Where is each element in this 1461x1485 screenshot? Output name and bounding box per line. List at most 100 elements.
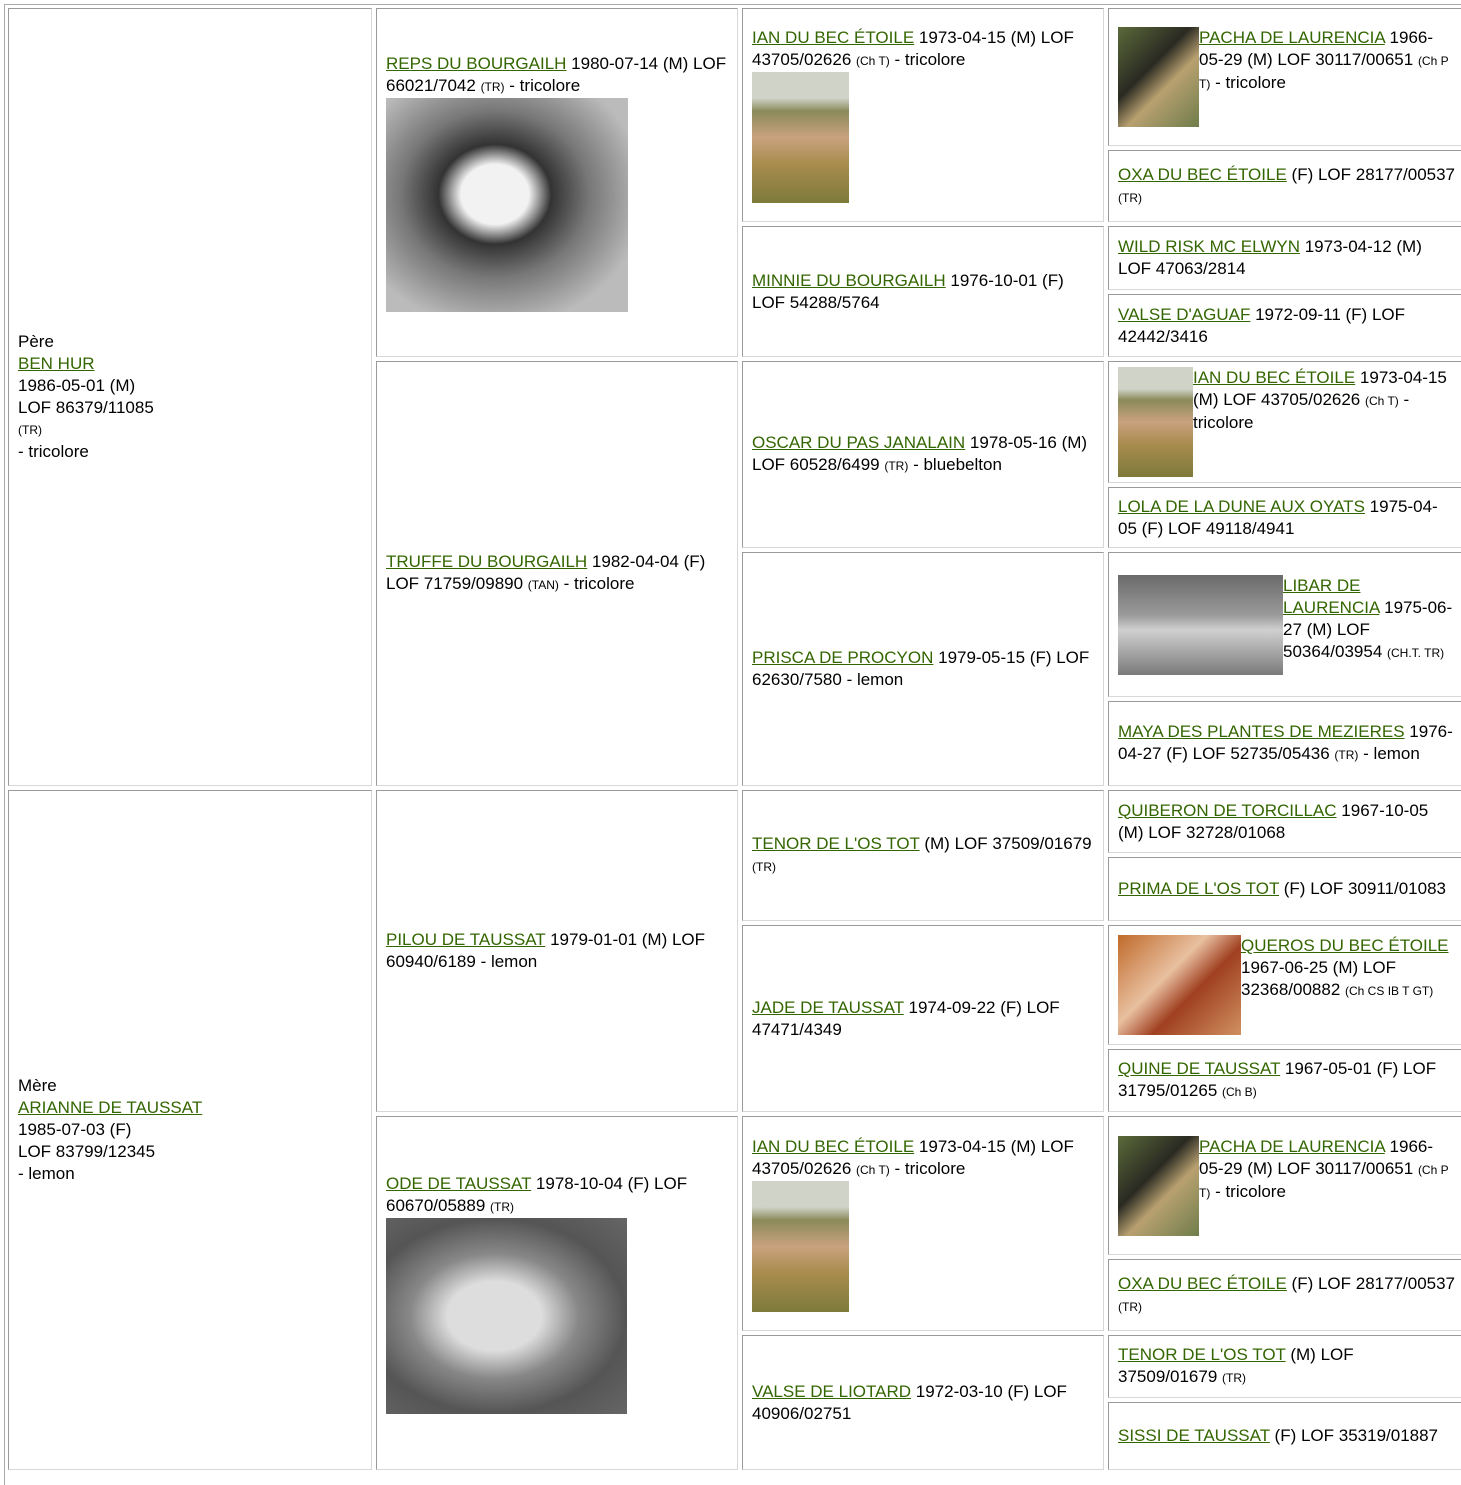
dog-name-link[interactable]: LIBAR DE LAURENCIA: [1283, 575, 1380, 617]
dog-info: 1973-04-15 (M) LOF 43705/02626: [1193, 368, 1447, 409]
titles: (TR): [490, 1199, 515, 1214]
dog-name-link[interactable]: MAYA DES PLANTES DE MEZIERES: [1118, 722, 1405, 741]
coat: - lemon: [1363, 744, 1420, 763]
dog-info: 1979-05-15 (F) LOF 62630/7580: [752, 648, 1090, 689]
dog-name-link[interactable]: IAN DU BEC ÉTOILE: [752, 28, 915, 47]
dog-info: 1976-10-01 (F) LOF 54288/5764: [752, 270, 1064, 312]
dog-photo: [1118, 935, 1241, 1035]
cell-content: PRIMA DE L'OS TOT (F) LOF 30911/01083: [1118, 878, 1456, 900]
pedigree-cell: OXA DU BEC ÉTOILE (F) LOF 28177/00537 (T…: [1108, 150, 1461, 222]
coat: - tricolore: [18, 442, 89, 461]
dog-name-link[interactable]: OXA DU BEC ÉTOILE: [1118, 1273, 1287, 1293]
pedigree-cell: PRIMA DE L'OS TOT (F) LOF 30911/01083: [1108, 857, 1461, 921]
dog-info: (M) LOF 37509/01679: [1118, 1345, 1354, 1386]
pedigree-cell: OSCAR DU PAS JANALAIN 1978-05-16 (M) LOF…: [742, 361, 1104, 548]
dog-photo: [1118, 1135, 1199, 1236]
pedigree-cell: MAYA DES PLANTES DE MEZIERES 1976-04-27 …: [1108, 701, 1461, 786]
dog-name-link[interactable]: WILD RISK MC ELWYN: [1118, 237, 1300, 256]
dog-photo: [752, 72, 849, 203]
dog-name-link[interactable]: QUINE DE TAUSSAT: [1118, 1059, 1281, 1078]
dog-name-link[interactable]: PILOU DE TAUSSAT: [386, 930, 546, 949]
dog-photo: [1118, 27, 1199, 127]
dog-name-link[interactable]: JADE DE TAUSSAT: [752, 997, 904, 1017]
titles: (TR): [1334, 748, 1359, 762]
dog-info: 1973-04-15 (M) LOF 43705/02626: [752, 28, 1074, 69]
titles: (Ch P T): [1199, 1162, 1449, 1200]
pedigree-cell: WILD RISK MC ELWYN 1973-04-12 (M) LOF 47…: [1108, 226, 1461, 290]
coat: - tricolore: [1193, 390, 1410, 432]
titles: (TAN): [527, 578, 559, 592]
pedigree-cell: ODE DE TAUSSAT 1978-10-04 (F) LOF 60670/…: [376, 1116, 738, 1470]
dog-info: 1974-09-22 (F) LOF 47471/4349: [752, 997, 1060, 1039]
parent-label: Père: [18, 332, 54, 351]
dog-name-link[interactable]: TENOR DE L'OS TOT: [752, 834, 920, 853]
dog-name-link[interactable]: VALSE D'AGUAF: [1118, 304, 1251, 324]
dog-name-link[interactable]: LOLA DE LA DUNE AUX OYATS: [1118, 496, 1365, 516]
dog-name-link[interactable]: QUIBERON DE TORCILLAC: [1118, 800, 1337, 820]
pedigree-cell: PACHA DE LAURENCIA 1966-05-29 (M) LOF 30…: [1108, 8, 1461, 146]
dog-name-link[interactable]: PRISCA DE PROCYON: [752, 648, 934, 667]
titles: (TR): [1222, 1371, 1247, 1385]
registration: LOF 86379/11085: [18, 398, 154, 417]
pedigree-cell: OXA DU BEC ÉTOILE (F) LOF 28177/00537 (T…: [1108, 1259, 1461, 1331]
dog-name-link[interactable]: PACHA DE LAURENCIA: [1199, 1136, 1385, 1156]
titles: (TR): [1118, 1299, 1142, 1314]
dog-name-link[interactable]: SISSI DE TAUSSAT: [1118, 1426, 1270, 1445]
dog-name-link[interactable]: IAN DU BEC ÉTOILE: [752, 1136, 915, 1156]
dog-name-link[interactable]: ODE DE TAUSSAT: [386, 1173, 532, 1193]
dog-name-link[interactable]: IAN DU BEC ÉTOILE: [1193, 368, 1356, 387]
pedigree-cell: QUIBERON DE TORCILLAC 1967-10-05 (M) LOF…: [1108, 790, 1461, 853]
dog-info: (F) LOF 30911/01083: [1283, 879, 1446, 898]
coat: - lemon: [846, 670, 904, 689]
dog-name-link[interactable]: MINNIE DU BOURGAILH: [752, 270, 946, 290]
pedigree-cell: LIBAR DE LAURENCIA 1975-06-27 (M) LOF 50…: [1108, 552, 1461, 697]
pedigree-cell: Père BEN HUR 1986-05-01 (M) LOF 86379/11085…: [8, 8, 372, 786]
dog-info: 1967-06-25 (M) LOF 32368/00882: [1241, 958, 1396, 999]
dog-name-link[interactable]: PACHA DE LAURENCIA: [1199, 28, 1385, 47]
dog-name-link[interactable]: QUEROS DU BEC ÉTOILE: [1241, 936, 1449, 955]
pedigree-cell: PACHA DE LAURENCIA 1966-05-29 (M) LOF 30…: [1108, 1116, 1461, 1255]
titles: (Ch B): [1222, 1085, 1257, 1099]
dog-photo: [386, 1217, 627, 1414]
titles: (Ch T): [1365, 394, 1399, 408]
pedigree-cell: LOLA DE LA DUNE AUX OYATS 1975-04-05 (F)…: [1108, 487, 1461, 548]
titles: (Ch CS IB T GT): [1345, 984, 1434, 998]
coat: - tricolore: [1215, 73, 1286, 92]
cell-content: LIBAR DE LAURENCIA 1975-06-27 (M) LOF 50…: [1118, 574, 1456, 675]
pedigree-cell: MINNIE DU BOURGAILH 1976-10-01 (F) LOF 5…: [742, 226, 1104, 357]
pedigree-cell: JADE DE TAUSSAT 1974-09-22 (F) LOF 47471…: [742, 925, 1104, 1112]
pedigree-cell: QUEROS DU BEC ÉTOILE 1967-06-25 (M) LOF …: [1108, 925, 1461, 1045]
dog-name-link[interactable]: PRIMA DE L'OS TOT: [1118, 879, 1280, 898]
pedigree-cell: PRISCA DE PROCYON 1979-05-15 (F) LOF 626…: [742, 552, 1104, 786]
cell-content: LOLA DE LA DUNE AUX OYATS 1975-04-05 (F)…: [1118, 496, 1456, 540]
dog-info: 1967-05-01 (F) LOF 31795/01265: [1118, 1059, 1437, 1100]
dog-info: 1980-07-14 (M) LOF 66021/7042: [386, 54, 727, 95]
dog-name-link[interactable]: BEN HUR: [18, 354, 95, 373]
coat: - tricolore: [894, 50, 966, 69]
pedigree-cell: TENOR DE L'OS TOT (M) LOF 37509/01679 (T…: [742, 790, 1104, 921]
dog-name-link[interactable]: TENOR DE L'OS TOT: [1118, 1345, 1286, 1364]
dog-info: (M) LOF 37509/01679: [924, 834, 1092, 853]
titles: (TR): [18, 423, 42, 437]
titles: (CH.T. TR): [1387, 645, 1445, 660]
dog-name-link[interactable]: TRUFFE DU BOURGAILH: [386, 552, 588, 571]
titles: (TR): [480, 80, 505, 94]
pedigree-cell: TENOR DE L'OS TOT (M) LOF 37509/01679 (T…: [1108, 1335, 1461, 1398]
birth: 1986-05-01 (M): [18, 376, 136, 395]
dog-name-link[interactable]: OSCAR DU PAS JANALAIN: [752, 433, 966, 452]
parent-label: Mère: [18, 1076, 57, 1095]
cell-content: OXA DU BEC ÉTOILE (F) LOF 28177/00537 (T…: [1118, 1273, 1456, 1318]
pedigree-cell: IAN DU BEC ÉTOILE 1973-04-15 (M) LOF 437…: [1108, 361, 1461, 483]
dog-info: 1966-05-29 (M) LOF 30117/00651: [1199, 1136, 1434, 1178]
pedigree-cell: SISSI DE TAUSSAT (F) LOF 35319/01887: [1108, 1402, 1461, 1470]
dog-name-link[interactable]: OXA DU BEC ÉTOILE: [1118, 164, 1287, 184]
dog-photo: [1118, 367, 1193, 477]
cell-content: TENOR DE L'OS TOT (M) LOF 37509/01679 (T…: [752, 833, 1094, 878]
dog-name-link[interactable]: REPS DU BOURGAILH: [386, 54, 567, 73]
dog-info: (F) LOF 28177/00537: [1291, 164, 1456, 184]
dog-info: 1978-10-04 (F) LOF 60670/05889: [386, 1173, 688, 1215]
dog-name-link[interactable]: VALSE DE LIOTARD: [752, 1381, 912, 1401]
dog-name-link[interactable]: ARIANNE DE TAUSSAT: [18, 1098, 203, 1117]
coat: - bluebelton: [913, 455, 1002, 474]
cell-content: OSCAR DU PAS JANALAIN 1978-05-16 (M) LOF…: [752, 432, 1094, 477]
